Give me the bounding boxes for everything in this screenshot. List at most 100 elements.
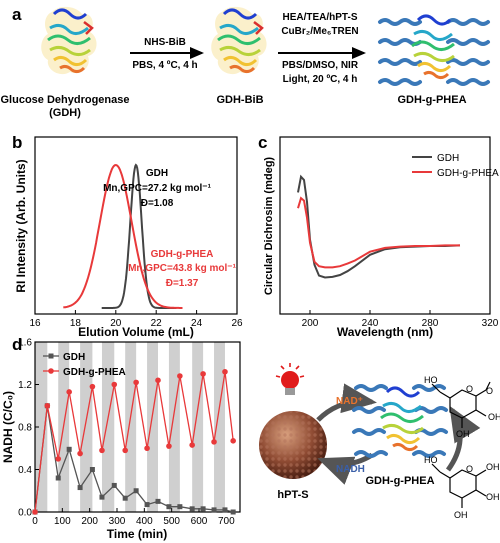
gdh-g-phea-cd-trace bbox=[297, 196, 460, 269]
x-tick-label: 22 bbox=[151, 318, 163, 329]
panel-a-letter: a bbox=[12, 5, 22, 24]
svg-text:O: O bbox=[486, 386, 493, 396]
panel-b-y-label: RI Intensity (Arb. Units) bbox=[14, 159, 28, 292]
gdh-data-point bbox=[122, 495, 128, 501]
light-on-band bbox=[214, 342, 225, 512]
gdh-data-point bbox=[222, 507, 228, 513]
y-tick-label: 0.4 bbox=[18, 465, 32, 476]
step2-line4: Light, 20 ºC, 4 h bbox=[283, 74, 358, 85]
gdh-data-point bbox=[211, 507, 217, 513]
y-tick-label: 1.6 bbox=[18, 338, 32, 349]
panel-c-letter: c bbox=[258, 133, 267, 152]
gdh-cd-trace bbox=[297, 174, 461, 279]
panel-b: b 16 18 20 22 24 26 GDH Mn,GPC=27.2 kg mol⁻¹ … bbox=[12, 133, 243, 339]
gdh-label-line2: (GDH) bbox=[49, 107, 81, 119]
light-on-band bbox=[101, 342, 115, 512]
gdh-g-phea-data-point bbox=[89, 383, 96, 390]
data-markers bbox=[32, 368, 236, 515]
phea-annotation-mn: Mn,GPC=43.8 kg mol⁻¹ bbox=[128, 263, 236, 274]
panel-d-y-label: NADH (C/C₀) bbox=[1, 391, 15, 463]
gdh-annotation-mn: Mn,GPC=27.2 kg mol⁻¹ bbox=[103, 183, 211, 194]
glucose-atoms: HO O OH OH OH bbox=[424, 455, 500, 520]
svg-text:OH: OH bbox=[488, 412, 500, 422]
light-on-band bbox=[168, 342, 180, 512]
cofactor-regeneration-scheme: hPT-S NAD⁺ NADH bbox=[259, 363, 500, 520]
gdh-g-phea-data-point bbox=[211, 439, 217, 445]
gdh-data-point bbox=[230, 509, 236, 515]
gdh-g-phea-data-point bbox=[32, 509, 38, 515]
legend-gdh-g-phea: GDH-g-PHEA bbox=[437, 168, 499, 179]
gluconolactone-atoms: HO O O OH OH bbox=[424, 375, 500, 439]
gdh-g-phea-data-point bbox=[133, 379, 139, 386]
panel-c-x-label: Wavelength (nm) bbox=[337, 325, 433, 339]
panel-d: d 0 100 200 300 400 500 600 7000.00.40.81.21.6 … bbox=[1, 335, 241, 541]
panel-d-letter: d bbox=[12, 335, 22, 354]
gdh-data-point bbox=[144, 502, 150, 508]
panel-c-y-label: Circular Dichrosim (mdeg) bbox=[263, 157, 275, 295]
panel-c-x-ticks: 200 240 280 320 bbox=[302, 310, 499, 329]
panel-d-ticks: 0 100 200 300 400 500 600 700 0.0 0.4 0.8 1.2 1.6 bbox=[18, 338, 235, 528]
step1-reagent: NHS-BiB bbox=[144, 37, 186, 48]
gdh-g-phea-data-point bbox=[189, 442, 195, 448]
svg-text:O: O bbox=[466, 384, 473, 394]
x-tick-label: 600 bbox=[191, 516, 208, 527]
scheme-enzyme-label: GDH-g-PHEA bbox=[365, 475, 434, 487]
gdh-gpc-trace bbox=[101, 163, 177, 309]
nadh-label: NADH bbox=[336, 464, 365, 475]
x-tick-label: 200 bbox=[302, 318, 319, 329]
x-tick-label: 16 bbox=[29, 318, 41, 329]
light-on-band bbox=[147, 342, 158, 512]
panel-c-legend: GDH GDH-g-PHEA bbox=[412, 153, 499, 179]
panel-b-x-ticks: 16 18 20 22 24 26 bbox=[29, 310, 243, 329]
gdh-data-point bbox=[177, 504, 183, 510]
gdh-annotation-name: GDH bbox=[146, 168, 168, 179]
gdh-g-phea-data-point bbox=[200, 371, 206, 377]
legend-gdh: GDH bbox=[437, 153, 459, 164]
gdh-data-point bbox=[89, 467, 95, 472]
gdh-g-phea-data-point bbox=[55, 456, 62, 462]
panel-d-legend: GDH GDH-g-PHEA bbox=[43, 352, 126, 378]
x-tick-label: 26 bbox=[231, 318, 243, 329]
gdh-label-line1: Glucose Dehydrogenase bbox=[1, 94, 130, 106]
panel-b-letter: b bbox=[12, 133, 22, 152]
gdh-g-phea-gpc-trace bbox=[63, 163, 183, 309]
svg-text:HO: HO bbox=[424, 375, 438, 385]
panel-d-x-label: Time (min) bbox=[107, 527, 167, 541]
gdh-g-phea-data-point bbox=[66, 389, 72, 395]
light-bulb-icon bbox=[275, 363, 305, 395]
gdh-data-point bbox=[133, 488, 139, 494]
panel-c: c 200 240 280 320 GDH GDH-g-PHEA Wavelength… bbox=[258, 133, 499, 339]
y-tick-label: 1.2 bbox=[18, 380, 32, 391]
gdh-g-phea-data-point bbox=[222, 368, 228, 375]
x-tick-label: 20 bbox=[110, 318, 122, 329]
panel-b-frame bbox=[34, 136, 238, 315]
step2-line3: PBS/DMSO, NIR bbox=[282, 60, 359, 71]
gdh-g-phea-data-point bbox=[44, 402, 51, 409]
nad-arrow bbox=[316, 383, 377, 422]
svg-text:O: O bbox=[466, 464, 473, 474]
phea-annotation-dispersity: Đ=1.37 bbox=[166, 278, 199, 289]
step1-conditions: PBS, 4 ºC, 4 h bbox=[132, 60, 197, 71]
step2-line2: CuBr₂/Me₆TREN bbox=[281, 26, 358, 37]
x-tick-label: 18 bbox=[70, 318, 82, 329]
svg-text:OH: OH bbox=[486, 462, 500, 472]
gdh-data-point bbox=[166, 504, 172, 510]
gdh-g-phea-data-point bbox=[111, 381, 118, 388]
gdh-data-point bbox=[77, 485, 83, 491]
x-tick-label: 300 bbox=[109, 516, 126, 527]
light-on-band bbox=[80, 342, 93, 512]
product-label: GDH-g-PHEA bbox=[397, 94, 466, 106]
panel-c-frame bbox=[279, 136, 491, 315]
y-tick-label: 0.0 bbox=[18, 508, 32, 519]
x-tick-label: 500 bbox=[163, 516, 180, 527]
gdh-g-phea-data-point bbox=[155, 377, 161, 384]
nadh-arrow bbox=[317, 452, 374, 485]
gdh-data-point bbox=[99, 494, 105, 500]
gdh-g-phea-data-point bbox=[177, 373, 183, 379]
x-tick-label: 24 bbox=[191, 318, 203, 329]
gluconolactone-structure bbox=[431, 381, 491, 428]
gdh-bib-label: GDH-BiB bbox=[216, 94, 263, 106]
gdh-data-point bbox=[189, 506, 195, 512]
gdh-data-point bbox=[200, 506, 206, 512]
gdh-data-point bbox=[55, 475, 61, 481]
